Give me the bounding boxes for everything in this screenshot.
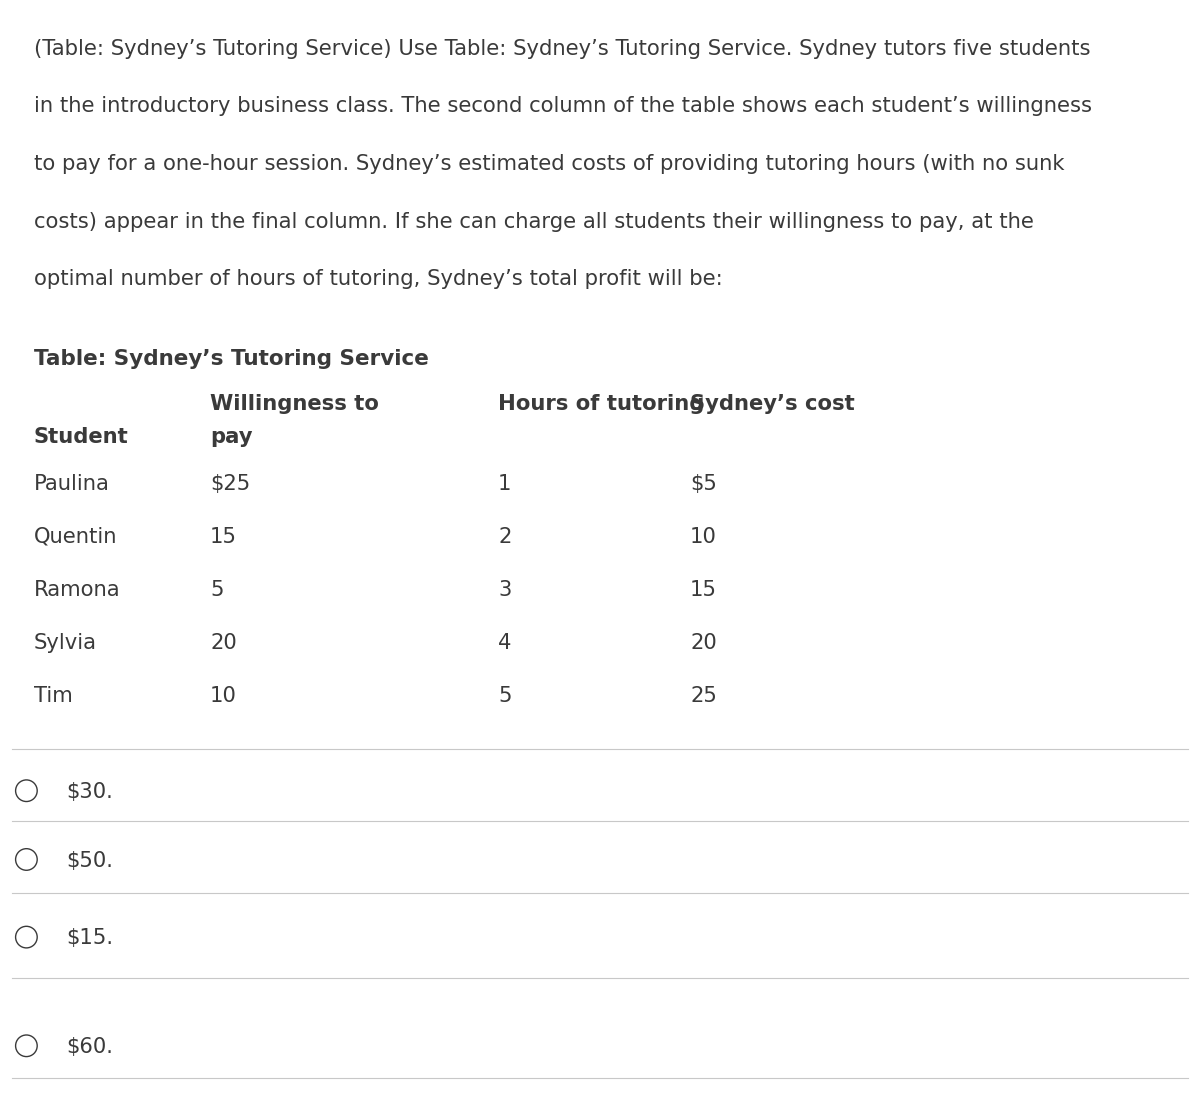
Text: 20: 20	[210, 633, 236, 653]
Text: Sydney’s cost: Sydney’s cost	[690, 394, 854, 414]
Text: to pay for a one-hour session. Sydney’s estimated costs of providing tutoring ho: to pay for a one-hour session. Sydney’s …	[34, 154, 1064, 174]
Text: in the introductory business class. The second column of the table shows each st: in the introductory business class. The …	[34, 96, 1092, 116]
Text: 25: 25	[690, 686, 716, 706]
Text: 20: 20	[690, 633, 716, 653]
Text: 4: 4	[498, 633, 511, 653]
Text: 2: 2	[498, 527, 511, 547]
Text: 15: 15	[210, 527, 238, 547]
Text: optimal number of hours of tutoring, Sydney’s total profit will be:: optimal number of hours of tutoring, Syd…	[34, 269, 722, 289]
Text: $60.: $60.	[66, 1037, 113, 1057]
Text: Willingness to: Willingness to	[210, 394, 379, 414]
Text: $25: $25	[210, 474, 251, 494]
Text: (Table: Sydney’s Tutoring Service) Use Table: Sydney’s Tutoring Service. Sydney : (Table: Sydney’s Tutoring Service) Use T…	[34, 39, 1090, 59]
Text: 3: 3	[498, 580, 511, 600]
Text: $50.: $50.	[66, 851, 113, 871]
Text: 10: 10	[690, 527, 716, 547]
Text: 5: 5	[498, 686, 511, 706]
Text: $30.: $30.	[66, 782, 113, 802]
Text: Sylvia: Sylvia	[34, 633, 96, 653]
Text: $5: $5	[690, 474, 716, 494]
Text: Ramona: Ramona	[34, 580, 120, 600]
Text: 5: 5	[210, 580, 223, 600]
Text: 15: 15	[690, 580, 718, 600]
Text: Hours of tutoring: Hours of tutoring	[498, 394, 704, 414]
Text: Quentin: Quentin	[34, 527, 118, 547]
Text: Paulina: Paulina	[34, 474, 109, 494]
Text: 10: 10	[210, 686, 236, 706]
Text: Table: Sydney’s Tutoring Service: Table: Sydney’s Tutoring Service	[34, 349, 428, 369]
Text: pay: pay	[210, 427, 252, 447]
Text: 1: 1	[498, 474, 511, 494]
Text: $15.: $15.	[66, 928, 113, 948]
Text: Student: Student	[34, 427, 128, 447]
Text: Tim: Tim	[34, 686, 72, 706]
Text: costs) appear in the final column. If she can charge all students their willingn: costs) appear in the final column. If sh…	[34, 212, 1033, 232]
